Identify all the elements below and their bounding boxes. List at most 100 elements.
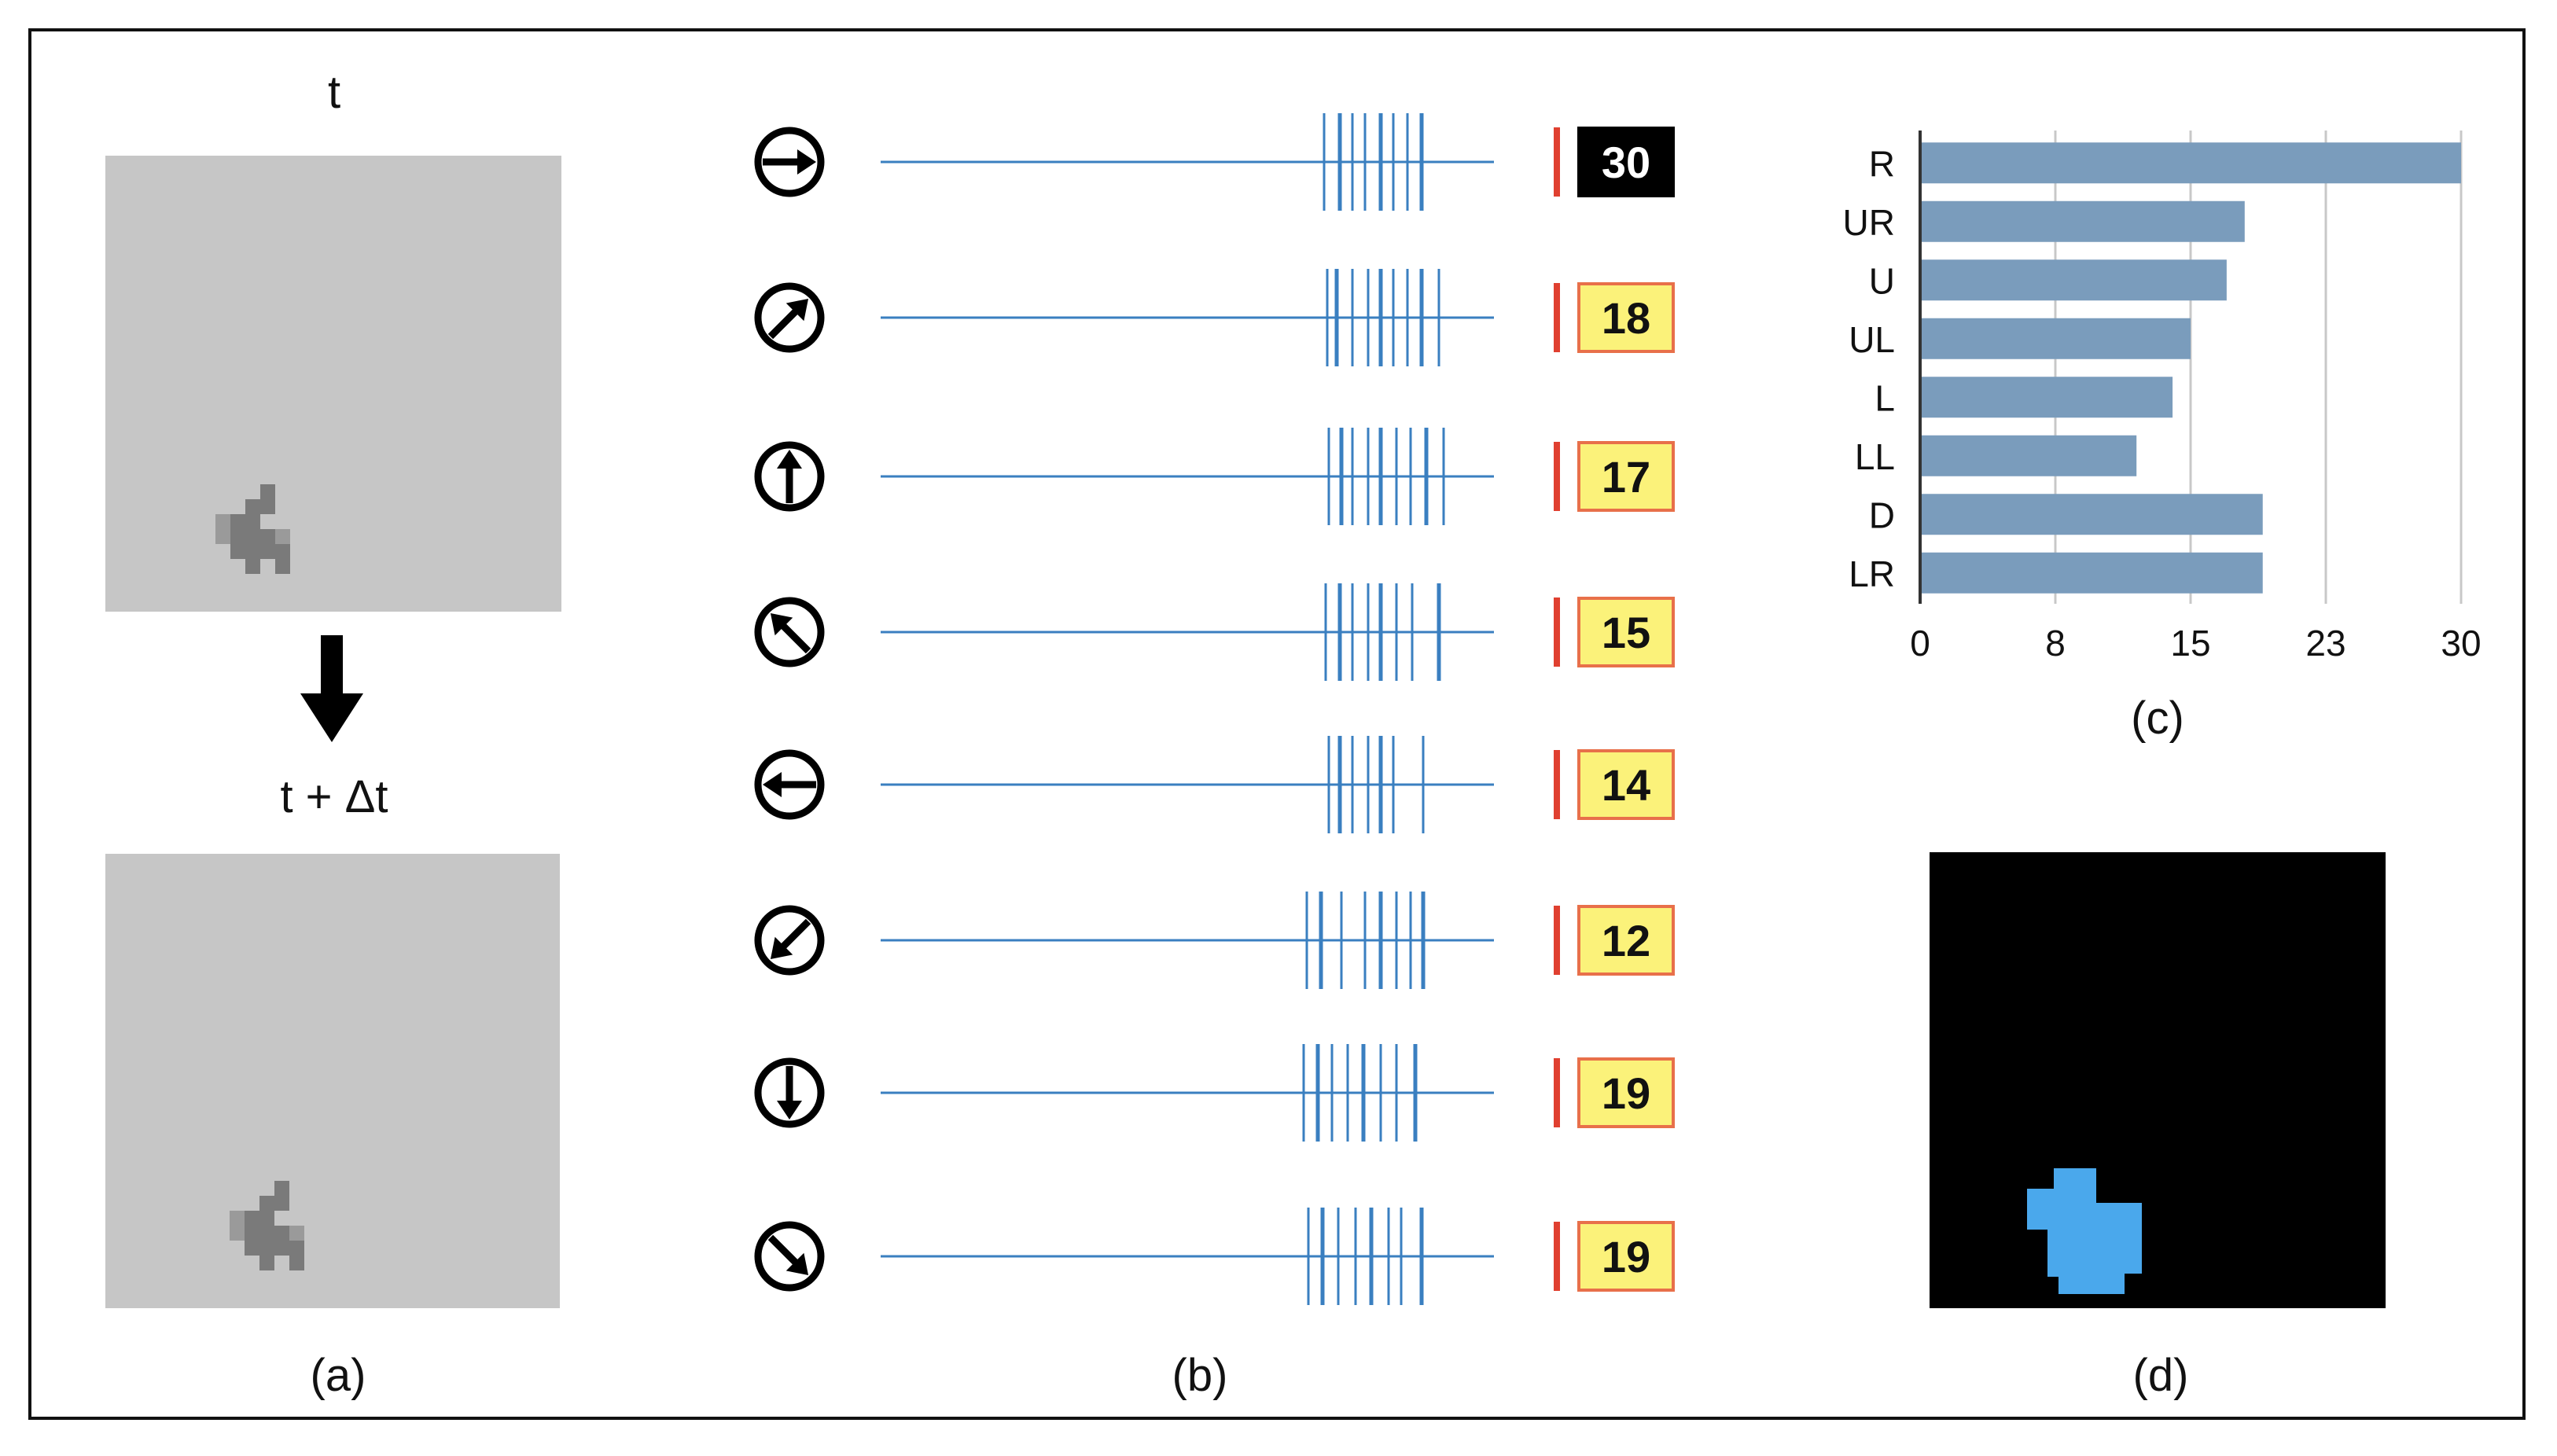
blob-pixel	[260, 529, 275, 544]
x-tick-label: 30	[2441, 623, 2481, 664]
blob-pixel	[274, 1196, 289, 1211]
category-label: LL	[1855, 436, 1895, 477]
spike-marker	[1554, 750, 1560, 819]
caption-d: (d)	[2132, 1350, 2189, 1401]
spike-marker	[1554, 127, 1560, 197]
segmentation-mask-image	[1930, 852, 2386, 1308]
spike-train	[881, 428, 1494, 525]
blob-pixel	[289, 1241, 304, 1256]
frame-t-dt-image	[105, 854, 560, 1308]
arrow-down-circle-icon	[754, 1057, 825, 1128]
blob-pixel	[230, 529, 245, 544]
segmented-blob	[2027, 1168, 2142, 1294]
blob-pixel	[260, 499, 275, 514]
caption-c: (c)	[2131, 693, 2184, 744]
blob-pixel	[274, 1241, 289, 1256]
spike-count-badge: 15	[1577, 597, 1675, 667]
spike-train	[881, 583, 1494, 681]
blob-pixel	[275, 529, 290, 544]
spike-count-badge: 12	[1577, 905, 1675, 976]
blob-pixel	[215, 529, 230, 544]
arrow-up-circle-icon	[754, 441, 825, 512]
blob-pixel	[245, 499, 260, 514]
blob-pixel	[259, 1196, 274, 1211]
blob-pixel	[245, 1211, 259, 1226]
blob-pixel	[245, 514, 260, 529]
blob-pixel	[259, 1256, 274, 1270]
category-label: UL	[1849, 319, 1895, 360]
category-label: R	[1869, 143, 1895, 184]
blob-pixel	[259, 1226, 274, 1241]
label-t: t	[327, 67, 341, 118]
spike-marker	[1554, 283, 1560, 352]
category-label: LR	[1849, 553, 1895, 594]
spike-marker	[1554, 906, 1560, 975]
spike-count-badge: 19	[1577, 1221, 1675, 1292]
blob-pixel	[275, 544, 290, 559]
label-t-plus-dt: t + Δt	[280, 771, 388, 822]
blob-pixel	[275, 559, 290, 574]
blob-pixel	[230, 1226, 245, 1241]
spike-train	[881, 1208, 1494, 1305]
spike-count-badge: 19	[1577, 1057, 1675, 1128]
blob-pixel	[289, 1226, 304, 1241]
blob-pixel	[259, 1241, 274, 1256]
blob-pixel	[245, 1241, 259, 1256]
bar	[1922, 318, 2191, 359]
arrow-up-left-circle-icon	[754, 597, 825, 667]
caption-a: (a)	[310, 1350, 366, 1401]
arrow-down-right-circle-icon	[754, 1221, 825, 1292]
blob-pixel	[289, 1256, 304, 1270]
blob-pixel	[260, 544, 275, 559]
spike-marker	[1554, 442, 1560, 511]
arrow-up-right-circle-icon	[754, 282, 825, 353]
blob-pixel	[274, 1226, 289, 1241]
arrow-down-icon	[300, 635, 363, 742]
spike-train	[881, 113, 1494, 211]
blob-pixel	[230, 1211, 245, 1226]
category-label: U	[1869, 260, 1895, 301]
x-tick-label: 23	[2305, 623, 2345, 664]
spike-train	[881, 736, 1494, 833]
spike-count-badge: 17	[1577, 441, 1675, 512]
caption-b: (b)	[1172, 1350, 1228, 1401]
spike-count-badge: 18	[1577, 282, 1675, 353]
spike-count-badge: 14	[1577, 749, 1675, 820]
arrow-down-left-circle-icon	[754, 905, 825, 976]
blob-pixel	[259, 1211, 274, 1226]
bar	[1922, 259, 2227, 301]
x-tick-label: 0	[1910, 623, 1930, 664]
blob-pixel	[274, 1181, 289, 1196]
bar	[1922, 377, 2173, 418]
blob-pixel	[245, 1226, 259, 1241]
blob-pixel	[215, 514, 230, 529]
figure-frame	[28, 28, 2526, 1420]
blob-pixel	[245, 559, 260, 574]
spike-marker	[1554, 597, 1560, 667]
bar	[1922, 142, 2461, 184]
bar	[1922, 200, 2245, 242]
spike-marker	[1554, 1222, 1560, 1291]
arrow-right-circle-icon	[754, 127, 825, 197]
spike-train	[881, 892, 1494, 989]
blob-pixel	[245, 529, 260, 544]
x-tick-label: 8	[2045, 623, 2066, 664]
bar	[1922, 552, 2263, 594]
category-label: D	[1869, 495, 1895, 535]
blob-pixel	[230, 514, 245, 529]
x-tick-label: 15	[2170, 623, 2210, 664]
spike-train	[881, 269, 1494, 366]
arrow-left-circle-icon	[754, 749, 825, 820]
bar	[1922, 435, 2137, 476]
spike-marker	[1554, 1058, 1560, 1127]
frame-t-image	[105, 156, 561, 612]
spike-count-badge: 30	[1577, 127, 1675, 197]
blob-pixel	[260, 484, 275, 499]
bar	[1922, 494, 2263, 535]
spike-train	[881, 1044, 1494, 1142]
category-label: UR	[1843, 202, 1895, 243]
category-label: L	[1875, 377, 1895, 418]
blob-pixel	[230, 544, 245, 559]
